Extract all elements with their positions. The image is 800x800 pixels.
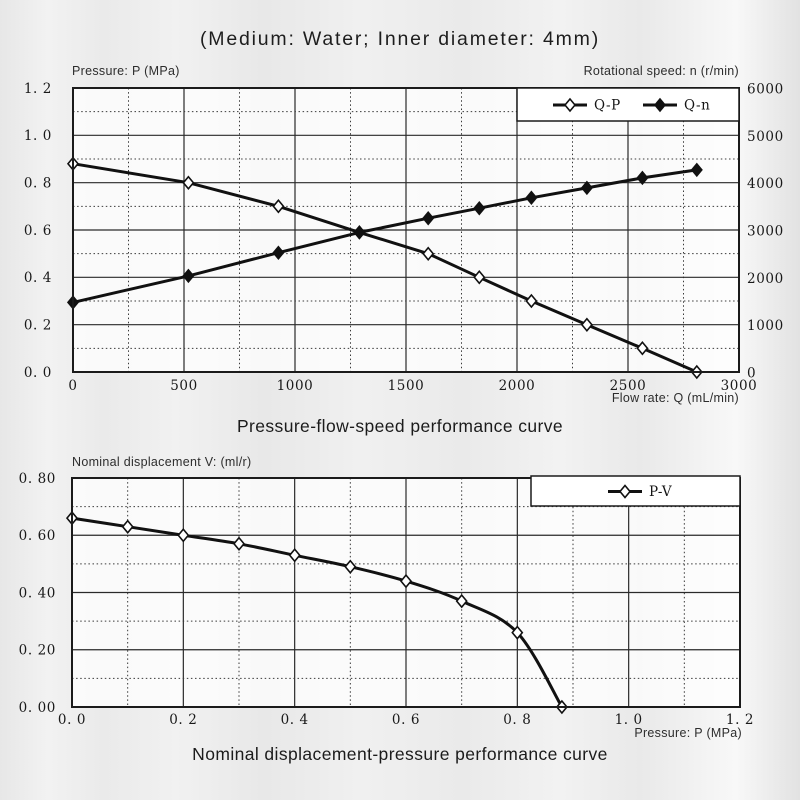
q-n-marker-filled-diamond-icon	[422, 210, 435, 226]
legend: P-V	[530, 475, 741, 507]
right-axis-tick-label: 5000	[747, 129, 784, 145]
p-v-marker-open-diamond-icon	[121, 519, 134, 534]
x-axis-tick-label: 0. 4	[281, 712, 309, 728]
legend-label-p-v: P-V	[649, 484, 672, 500]
page-title: (Medium: Water; Inner diameter: 4mm)	[200, 28, 600, 50]
x-axis-tick-label: 1500	[388, 378, 425, 394]
left-axis-tick-label: 0. 0	[24, 365, 52, 381]
right-axis-tick-label: 6000	[747, 82, 784, 98]
q-n-series	[66, 162, 703, 310]
left-axis-tick-label: 1. 2	[24, 81, 52, 97]
x-axis-tick-label: 0. 0	[58, 712, 86, 728]
left-axis-tick-label: 0. 2	[24, 317, 52, 333]
gridlines	[72, 478, 740, 707]
tick-labels: 0. 00 0. 20 0. 40 0. 60 0. 80 0. 0 0. 2 0. 4 0. …	[19, 471, 754, 728]
q-n-marker-filled-diamond-icon	[690, 162, 703, 178]
legend-open-diamond-icon	[563, 97, 577, 113]
chart1-left-axis-title: Pressure: P (MPa)	[72, 64, 180, 78]
x-axis-tick-label: 1. 0	[615, 712, 643, 728]
displacement-pressure-chart: P-V 0. 00 0. 20 0. 40 0. 60 0. 80 0. 0 0. 2 0. 4…	[19, 471, 754, 728]
p-v-marker-open-diamond-icon	[177, 528, 190, 543]
left-axis-tick-label: 0. 40	[19, 585, 56, 601]
chart1-caption: Pressure-flow-speed performance curve	[236, 416, 564, 436]
right-axis-tick-label: 2000	[747, 271, 784, 287]
left-axis-tick-label: 0. 80	[19, 471, 56, 487]
legend-label-q-p: Q-P	[594, 98, 621, 114]
left-axis-tick-label: 1. 0	[24, 128, 52, 144]
legend-filled-diamond-icon	[653, 97, 667, 113]
x-axis-tick-label: 0. 6	[392, 712, 420, 728]
p-v-marker-open-diamond-icon	[344, 559, 357, 574]
p-v-marker-open-diamond-icon	[511, 625, 524, 640]
right-axis-tick-label: 1000	[747, 318, 784, 334]
chart2-x-axis-title: Pressure: P (MPa)	[634, 726, 742, 740]
p-v-marker-open-diamond-icon	[399, 573, 413, 589]
x-axis-tick-label: 1000	[277, 378, 314, 394]
q-n-marker-filled-diamond-icon	[525, 190, 538, 206]
x-axis-tick-label: 2500	[610, 378, 647, 394]
q-p-marker-open-diamond-icon	[580, 317, 593, 332]
p-v-marker-open-diamond-icon	[455, 593, 468, 609]
x-axis-tick-label: 0. 2	[169, 712, 197, 728]
q-n-marker-filled-diamond-icon	[473, 200, 486, 216]
q-p-marker-open-diamond-icon	[525, 293, 538, 309]
legend-open-diamond-icon	[618, 484, 632, 499]
q-p-curve	[71, 162, 699, 374]
right-axis-tick-label: 0	[747, 366, 756, 382]
q-n-curve	[71, 168, 699, 304]
right-axis-tick-label: 4000	[747, 176, 784, 192]
q-n-marker-filled-diamond-icon	[580, 180, 593, 196]
left-axis-tick-label: 0. 8	[24, 175, 52, 191]
q-n-marker-filled-diamond-icon	[636, 170, 649, 186]
plot-border	[72, 87, 740, 373]
q-n-marker-filled-diamond-icon	[182, 268, 195, 284]
pressure-flow-speed-chart: Q-P Q-n 0. 0 0. 2 0. 4 0. 6 0. 8 1. 0 1. 2 0 1000 2…	[24, 81, 784, 394]
x-axis-tick-label: 500	[170, 378, 198, 394]
legend-label-q-n: Q-n	[684, 98, 710, 114]
p-v-marker-open-diamond-icon	[288, 548, 301, 563]
p-v-marker-open-diamond-icon	[232, 536, 246, 552]
left-axis-tick-label: 0. 00	[19, 700, 56, 716]
q-p-marker-open-diamond-icon	[422, 246, 435, 261]
left-axis-tick-label: 0. 4	[24, 270, 52, 286]
left-axis-tick-label: 0. 60	[19, 528, 56, 544]
chart1-x-axis-title: Flow rate: Q (mL/min)	[611, 391, 739, 405]
q-n-marker-filled-diamond-icon	[353, 225, 366, 240]
right-axis-tick-label: 3000	[747, 224, 784, 240]
x-axis-tick-label: 3000	[721, 378, 758, 394]
q-p-marker-open-diamond-icon	[182, 175, 195, 190]
q-p-marker-open-diamond-icon	[272, 199, 285, 214]
q-p-marker-open-diamond-icon	[473, 270, 486, 285]
left-axis-tick-label: 0. 20	[19, 643, 56, 659]
p-v-curve	[70, 516, 564, 709]
chart1-right-axis-title: Rotational speed: n (r/min)	[583, 64, 739, 78]
chart2-caption: Nominal displacement-pressure performanc…	[192, 744, 608, 764]
x-axis-tick-label: 0. 8	[503, 712, 531, 728]
chart2-left-axis-title: Nominal displacement V: (ml/r)	[72, 455, 252, 469]
plot-border	[71, 477, 741, 708]
x-axis-tick-label: 1. 2	[726, 712, 754, 728]
tick-labels: 0. 0 0. 2 0. 4 0. 6 0. 8 1. 0 1. 2 0 1000 2000 300…	[24, 81, 784, 394]
x-axis-tick-label: 0	[68, 378, 77, 394]
legend: Q-P Q-n	[516, 87, 740, 122]
q-p-marker-open-diamond-icon	[636, 341, 649, 356]
left-axis-tick-label: 0. 6	[24, 223, 52, 239]
x-axis-tick-label: 2000	[499, 378, 536, 394]
q-n-marker-filled-diamond-icon	[272, 245, 285, 260]
